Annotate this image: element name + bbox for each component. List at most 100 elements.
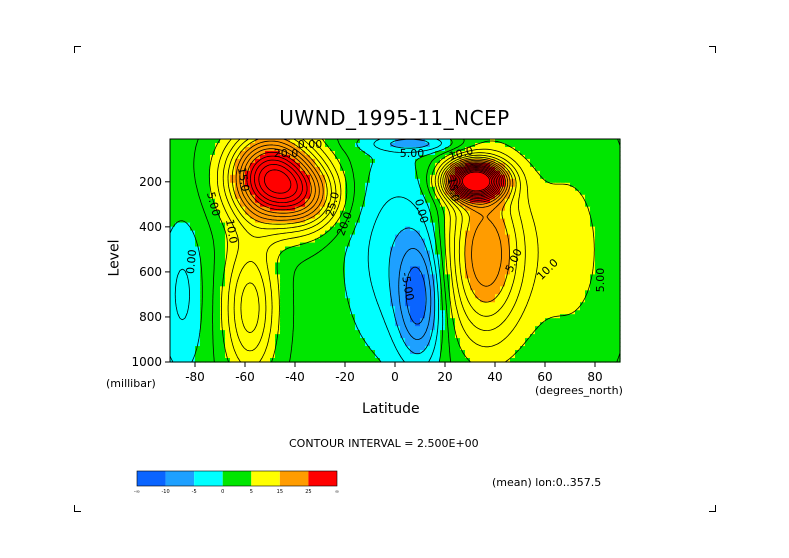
field-cell bbox=[560, 146, 566, 152]
field-cell bbox=[555, 322, 561, 327]
field-cell bbox=[245, 246, 251, 252]
field-cell bbox=[295, 274, 301, 279]
field-cell bbox=[450, 322, 456, 327]
field-cell bbox=[545, 230, 551, 236]
field-cell bbox=[520, 230, 526, 236]
field-cell bbox=[575, 190, 581, 196]
field-cell bbox=[335, 266, 341, 272]
field-cell bbox=[570, 242, 576, 248]
field-cell bbox=[615, 326, 621, 331]
field-cell bbox=[285, 139, 291, 144]
field-cell bbox=[295, 174, 301, 180]
field-cell bbox=[325, 338, 331, 343]
field-cell bbox=[615, 254, 621, 260]
field-cell bbox=[395, 139, 401, 144]
field-cell bbox=[465, 318, 471, 323]
field-cell bbox=[545, 322, 551, 327]
field-cell bbox=[300, 258, 306, 264]
field-cell bbox=[360, 278, 366, 283]
field-cell bbox=[440, 294, 446, 299]
field-cell bbox=[200, 210, 206, 216]
field-cell bbox=[540, 306, 546, 311]
field-cell bbox=[605, 350, 611, 355]
field-cell bbox=[585, 194, 591, 200]
field-cell bbox=[410, 342, 416, 347]
field-cell bbox=[325, 346, 331, 351]
field-cell bbox=[295, 338, 301, 343]
field-cell bbox=[390, 166, 396, 172]
field-cell bbox=[175, 298, 181, 303]
field-cell bbox=[325, 226, 331, 232]
field-cell bbox=[390, 354, 396, 359]
field-cell bbox=[415, 330, 421, 335]
field-cell bbox=[275, 326, 281, 331]
field-cell bbox=[475, 306, 481, 311]
field-cell bbox=[425, 198, 431, 204]
field-cell bbox=[200, 170, 206, 176]
field-cell bbox=[325, 174, 331, 180]
field-cell bbox=[205, 142, 211, 148]
field-cell bbox=[565, 210, 571, 216]
field-cell bbox=[320, 306, 326, 311]
field-cell bbox=[320, 158, 326, 164]
field-cell bbox=[555, 338, 561, 343]
field-cell bbox=[205, 342, 211, 347]
field-cell bbox=[325, 190, 331, 196]
field-cell bbox=[535, 194, 541, 200]
field-cell bbox=[455, 226, 461, 232]
field-cell bbox=[590, 139, 596, 144]
field-cell bbox=[500, 314, 506, 319]
field-cell bbox=[595, 330, 601, 335]
field-cell bbox=[435, 350, 441, 355]
field-cell bbox=[500, 290, 506, 295]
field-cell bbox=[230, 202, 236, 208]
field-cell bbox=[345, 238, 351, 244]
field-cell bbox=[345, 318, 351, 323]
field-cell bbox=[230, 174, 236, 180]
field-cell bbox=[210, 210, 216, 216]
field-cell bbox=[180, 270, 186, 275]
field-cell bbox=[530, 146, 536, 152]
field-cell bbox=[255, 142, 261, 148]
field-cell bbox=[495, 294, 501, 299]
field-cell bbox=[610, 142, 616, 148]
field-cell bbox=[340, 174, 346, 180]
field-cell bbox=[330, 282, 336, 287]
field-cell bbox=[255, 346, 261, 351]
field-cell bbox=[555, 154, 561, 160]
field-cell bbox=[500, 158, 506, 164]
field-cell bbox=[475, 150, 481, 156]
field-cell bbox=[565, 154, 571, 160]
field-cell bbox=[250, 334, 256, 339]
field-cell bbox=[445, 290, 451, 295]
field-cell bbox=[400, 198, 406, 204]
field-cell bbox=[565, 242, 571, 248]
field-cell bbox=[235, 318, 241, 323]
field-cell bbox=[220, 246, 226, 252]
field-cell bbox=[255, 178, 261, 184]
field-cell bbox=[545, 202, 551, 208]
field-cell bbox=[315, 342, 321, 347]
field-cell bbox=[225, 330, 231, 335]
field-cell bbox=[560, 298, 566, 303]
field-cell bbox=[275, 234, 281, 240]
field-cell bbox=[195, 326, 201, 331]
field-cell bbox=[185, 238, 191, 244]
field-cell bbox=[410, 150, 416, 156]
field-cell bbox=[480, 234, 486, 240]
field-cell bbox=[190, 338, 196, 343]
field-cell bbox=[445, 142, 451, 148]
field-cell bbox=[250, 354, 256, 359]
field-cell bbox=[255, 150, 261, 156]
field-cell bbox=[380, 330, 386, 335]
field-cell bbox=[180, 166, 186, 172]
field-cell bbox=[430, 190, 436, 196]
field-cell bbox=[610, 334, 616, 339]
field-cell bbox=[345, 146, 351, 152]
field-cell bbox=[380, 142, 386, 148]
field-cell bbox=[330, 346, 336, 351]
field-cell bbox=[440, 282, 446, 287]
field-cell bbox=[610, 250, 616, 256]
field-cell bbox=[455, 314, 461, 319]
field-cell bbox=[210, 182, 216, 188]
